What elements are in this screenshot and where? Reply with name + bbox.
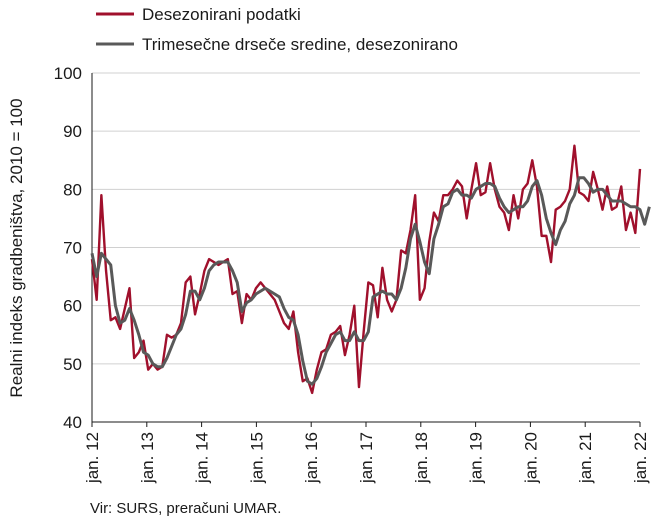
y-tick-label: 60 [63, 297, 82, 316]
y-tick-label: 80 [63, 180, 82, 199]
x-tick-label: jan. 19 [467, 432, 486, 484]
gridlines [92, 72, 640, 365]
x-tick-label: jan. 13 [138, 432, 157, 484]
y-tick-label: 90 [63, 122, 82, 141]
x-tick-label: jan. 21 [576, 432, 595, 484]
y-tick-label: 50 [63, 355, 82, 374]
x-tick-label: jan. 17 [357, 432, 376, 484]
x-tick-label: jan. 22 [631, 432, 650, 484]
legend-label-1: Desezonirani podatki [142, 5, 301, 24]
x-tick-label: jan. 20 [521, 432, 540, 484]
legend: Desezonirani podatki Trimesečne drseče sr… [96, 5, 458, 54]
y-tick-label: 70 [63, 239, 82, 258]
series-line-2 [90, 176, 651, 386]
x-tick-label: jan. 16 [302, 432, 321, 484]
axes: 40 50 60 70 80 90 100 jan. 12 jan. 13 jan. 14 jan.… [54, 64, 650, 484]
y-tick-label: 100 [54, 64, 82, 83]
y-axis-title: Realni indeks gradbeništva, 2010 = 100 [7, 98, 26, 397]
y-tick-label: 40 [63, 413, 82, 432]
legend-label-2: Trimesečne drseče sredine, desezonirano [142, 35, 458, 54]
source-note: Vir: SURS, preračuni UMAR. [90, 500, 282, 517]
x-tick-label: jan. 14 [193, 432, 212, 484]
x-tick-label: jan. 18 [412, 432, 431, 484]
x-tick-label: jan. 15 [247, 432, 266, 484]
series-line-1 [90, 144, 642, 395]
series-layer [90, 144, 651, 395]
x-tick-label: jan. 12 [83, 432, 102, 484]
